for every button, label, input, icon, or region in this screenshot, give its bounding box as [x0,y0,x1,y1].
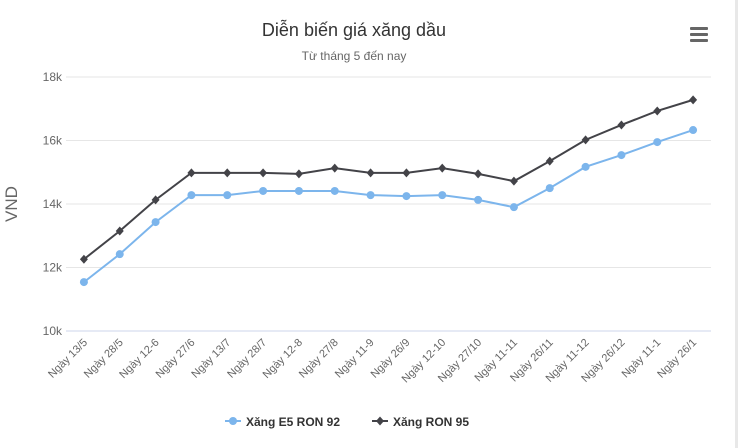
legend-item[interactable]: Xăng RON 95 [372,415,469,429]
data-point[interactable] [187,168,196,178]
data-point[interactable] [509,176,518,186]
data-point[interactable] [402,192,411,201]
data-point[interactable] [294,186,303,195]
data-point[interactable] [653,138,662,147]
data-point[interactable] [581,162,590,171]
data-point[interactable] [366,191,375,200]
y-tick-label: 18k [43,70,63,84]
data-point[interactable] [509,203,518,212]
hamburger-menu-icon[interactable] [684,22,712,46]
data-point[interactable] [187,191,196,200]
x-tick-label: Ngày 26/1 [655,337,699,381]
data-point[interactable] [223,191,232,200]
data-point[interactable] [79,254,88,264]
data-point[interactable] [617,120,626,130]
y-tick-label: 10k [43,324,63,338]
series-line [83,98,694,261]
data-point[interactable] [545,156,554,166]
data-point[interactable] [402,168,411,178]
chart-title: Diễn biến giá xăng dầu [262,19,446,40]
data-point[interactable] [259,186,268,195]
data-point[interactable] [617,151,626,160]
y-tick-label: 16k [43,134,63,148]
data-point[interactable] [115,226,124,236]
y-axis-label: VND [2,186,21,222]
data-point[interactable] [223,168,232,178]
y-tick-label: 12k [43,261,63,275]
data-point[interactable] [474,195,483,204]
data-point[interactable] [115,250,124,259]
data-point[interactable] [151,218,160,227]
series-line [83,129,694,283]
legend-item[interactable]: Xăng E5 RON 92 [225,415,340,429]
data-point[interactable] [689,95,698,105]
data-point[interactable] [294,169,303,179]
data-point[interactable] [438,191,447,200]
data-point[interactable] [79,278,88,287]
legend-marker [376,416,384,426]
data-point[interactable] [474,169,483,179]
data-point[interactable] [151,195,160,205]
data-point[interactable] [545,184,554,193]
y-tick-label: 14k [43,197,63,211]
legend-label: Xăng E5 RON 92 [246,415,340,429]
data-point[interactable] [366,168,375,178]
legend-marker [229,417,237,425]
legend-label: Xăng RON 95 [393,415,469,429]
data-point[interactable] [438,163,447,173]
data-point[interactable] [581,135,590,145]
data-point[interactable] [330,163,339,173]
data-point[interactable] [330,186,339,195]
data-point[interactable] [653,106,662,116]
data-point[interactable] [259,168,268,178]
chart-subtitle: Từ tháng 5 đến nay [302,49,407,63]
data-point[interactable] [689,126,698,135]
